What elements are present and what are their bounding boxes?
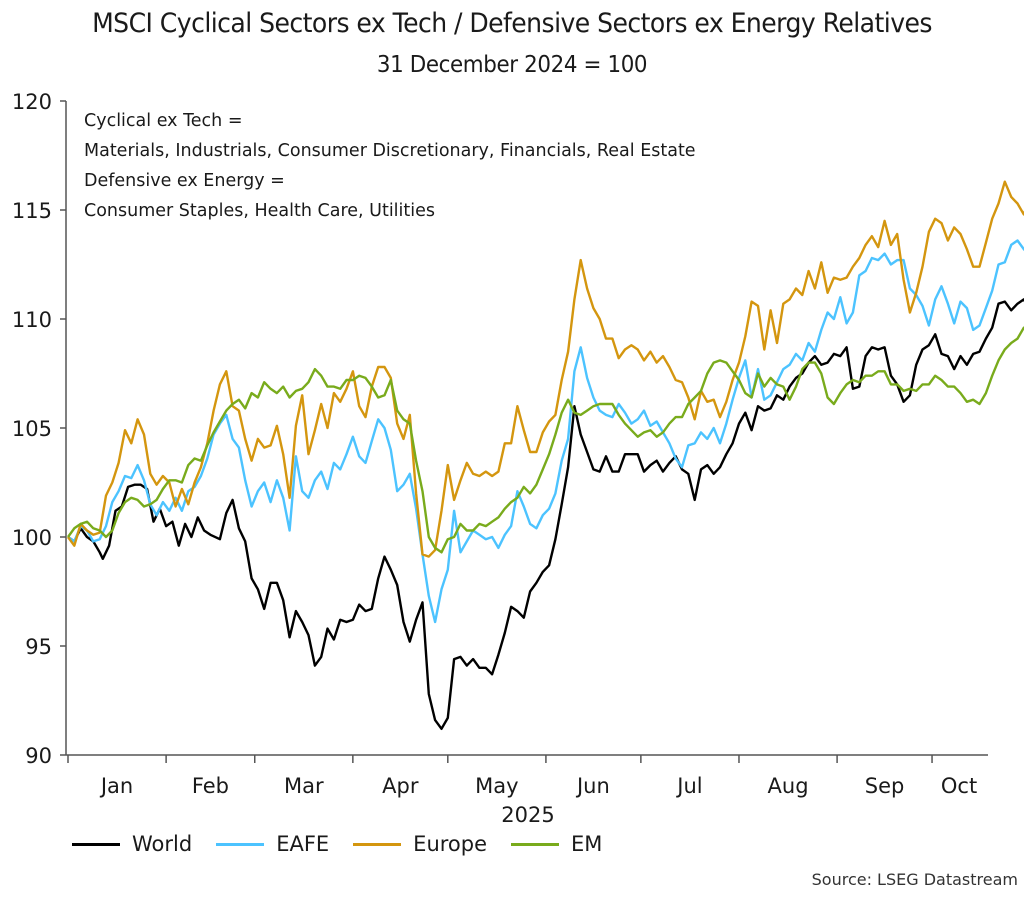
x-tick-label: Jun <box>575 774 610 798</box>
annotation-line: Cyclical ex Tech = <box>84 111 243 131</box>
chart-subtitle: 31 December 2024 = 100 <box>376 52 648 78</box>
annotation-block: Cyclical ex Tech = Materials, Industrials… <box>84 111 696 221</box>
legend-swatch <box>72 842 120 846</box>
legend-swatch <box>511 842 560 846</box>
y-tick-label: 105 <box>12 417 52 441</box>
x-tick-label: Aug <box>768 774 809 798</box>
y-tick-label: 90 <box>25 744 52 768</box>
legend-label: Europe <box>413 832 488 856</box>
y-tick-label: 115 <box>12 199 52 223</box>
series-line-europe <box>67 180 1024 558</box>
x-tick-label: May <box>475 774 518 798</box>
legend: World EAFE Europe EM <box>72 832 626 856</box>
x-axis-label: 2025 <box>501 803 554 827</box>
y-tick-label: 110 <box>12 308 52 332</box>
legend-label: EAFE <box>276 832 330 856</box>
legend-item-europe: Europe <box>353 832 487 856</box>
annotation-line: Consumer Staples, Health Care, Utilities <box>84 201 435 221</box>
legend-item-eafe: EAFE <box>216 832 329 856</box>
x-tick-label: Jan <box>99 774 133 798</box>
x-tick-label: Oct <box>941 774 977 798</box>
y-tick-label: 95 <box>25 635 52 659</box>
legend-item-world: World <box>72 832 192 856</box>
x-tick-label: Jul <box>675 774 702 798</box>
axes: 90 95 100 105 110 115 120 Jan Feb Mar Apr May Jun Jul… <box>12 90 988 798</box>
y-tick-label: 100 <box>12 526 52 550</box>
legend-swatch <box>353 842 402 846</box>
series-line-world <box>67 298 1024 730</box>
legend-item-em: EM <box>511 832 602 856</box>
x-tick-label: Mar <box>284 774 324 798</box>
series-lines <box>67 180 1024 730</box>
series-line-em <box>67 326 1024 554</box>
legend-label: World <box>132 832 193 856</box>
series-line-eafe <box>67 239 1024 624</box>
legend-swatch <box>216 842 265 846</box>
y-tick-label: 120 <box>12 90 52 114</box>
annotation-line: Defensive ex Energy = <box>84 171 285 191</box>
x-tick-label: Feb <box>192 774 229 798</box>
legend-label: EM <box>571 832 603 856</box>
annotation-line: Materials, Industrials, Consumer Discret… <box>84 141 696 161</box>
x-tick-label: Apr <box>382 774 419 798</box>
x-tick-label: Sep <box>865 774 905 798</box>
source-note: Source: LSEG Datastream <box>811 870 1018 889</box>
chart-title: MSCI Cyclical Sectors ex Tech / Defensiv… <box>92 8 932 39</box>
